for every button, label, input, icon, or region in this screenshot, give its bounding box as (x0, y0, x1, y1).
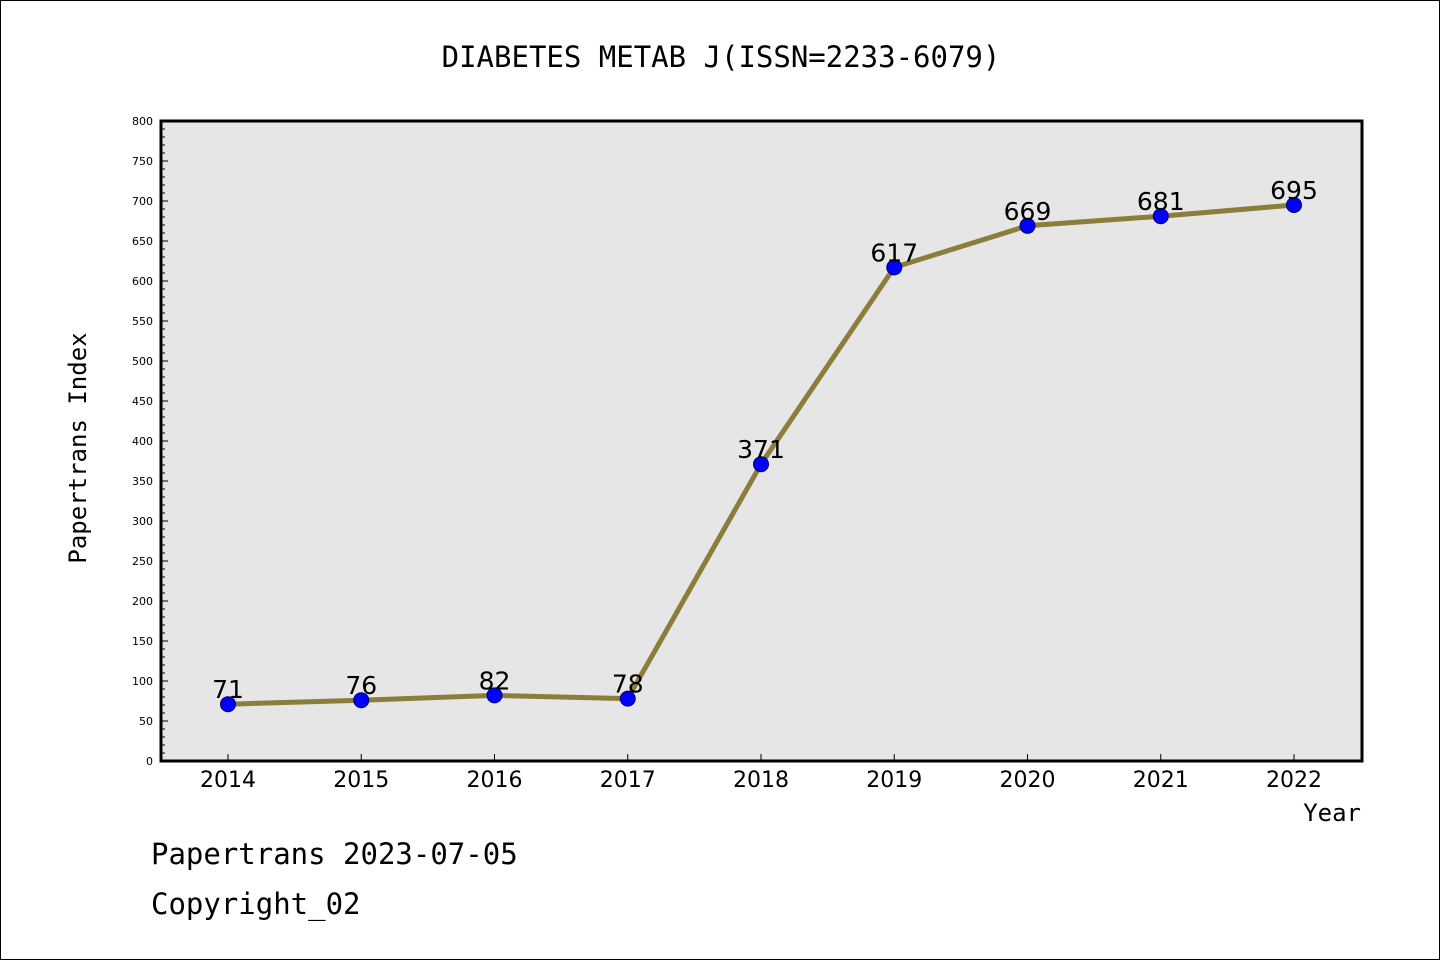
x-tick-label: 2019 (866, 768, 922, 793)
data-label: 617 (870, 238, 918, 267)
y-tick-label: 550 (132, 315, 153, 328)
chart-title: DIABETES METAB J(ISSN=2233-6079) (442, 40, 1001, 74)
footer-copyright: Copyright_02 (151, 887, 361, 921)
y-tick-label: 650 (132, 235, 153, 248)
data-point (753, 456, 769, 473)
x-tick-label: 2016 (467, 768, 523, 793)
y-tick-label: 400 (132, 435, 153, 448)
data-point (1019, 217, 1036, 234)
data-label: 681 (1137, 187, 1185, 216)
footer-date: Papertrans 2023-07-05 (151, 837, 518, 871)
y-tick-label: 600 (132, 275, 153, 288)
y-axis-label: Papertrans Index (64, 332, 92, 563)
y-tick-label: 150 (132, 635, 153, 648)
y-tick-label: 50 (139, 715, 153, 728)
x-tick-label: 2017 (600, 768, 656, 793)
y-tick-label: 300 (132, 515, 153, 528)
data-label: 76 (345, 671, 377, 700)
x-axis: 2014 2015 2016 2017 2018 2019 2020 2021 2022 (200, 754, 1322, 793)
y-tick-label: 750 (132, 155, 153, 168)
data-label: 78 (612, 670, 644, 699)
x-tick-label: 2015 (333, 768, 389, 793)
x-tick-label: 2020 (1000, 768, 1056, 793)
y-tick-label: 500 (132, 355, 153, 368)
x-tick-label: 2014 (200, 768, 256, 793)
x-tick-label: 2022 (1266, 768, 1322, 793)
y-tick-label: 350 (132, 475, 153, 488)
data-point (353, 692, 370, 709)
y-tick-label: 800 (132, 115, 153, 128)
data-point (486, 687, 503, 704)
data-label: 695 (1270, 176, 1318, 205)
data-label: 371 (737, 435, 785, 464)
y-axis: 0 50 100 150 200 250 300 350 400 450 500 550 600 650 7… (132, 115, 168, 768)
data-label: 82 (479, 666, 511, 695)
data-point (1286, 197, 1302, 213)
y-tick-label: 100 (132, 675, 153, 688)
x-tick-label: 2018 (733, 768, 789, 793)
data-point (220, 696, 236, 713)
data-label: 669 (1004, 197, 1052, 226)
data-label: 71 (212, 675, 244, 704)
x-tick-label: 2021 (1133, 768, 1189, 793)
y-tick-label: 450 (132, 395, 153, 408)
y-tick-label: 0 (146, 755, 153, 768)
data-point (1152, 208, 1169, 225)
plot-area (159, 119, 1364, 763)
y-tick-label: 700 (132, 195, 153, 208)
y-tick-label: 200 (132, 595, 153, 608)
data-point (619, 690, 636, 707)
series-group: 71 76 82 78 371 617 669 681 695 (212, 176, 1318, 713)
y-tick-label: 250 (132, 555, 153, 568)
x-axis-label: Year (1303, 799, 1361, 827)
data-point (886, 259, 903, 276)
